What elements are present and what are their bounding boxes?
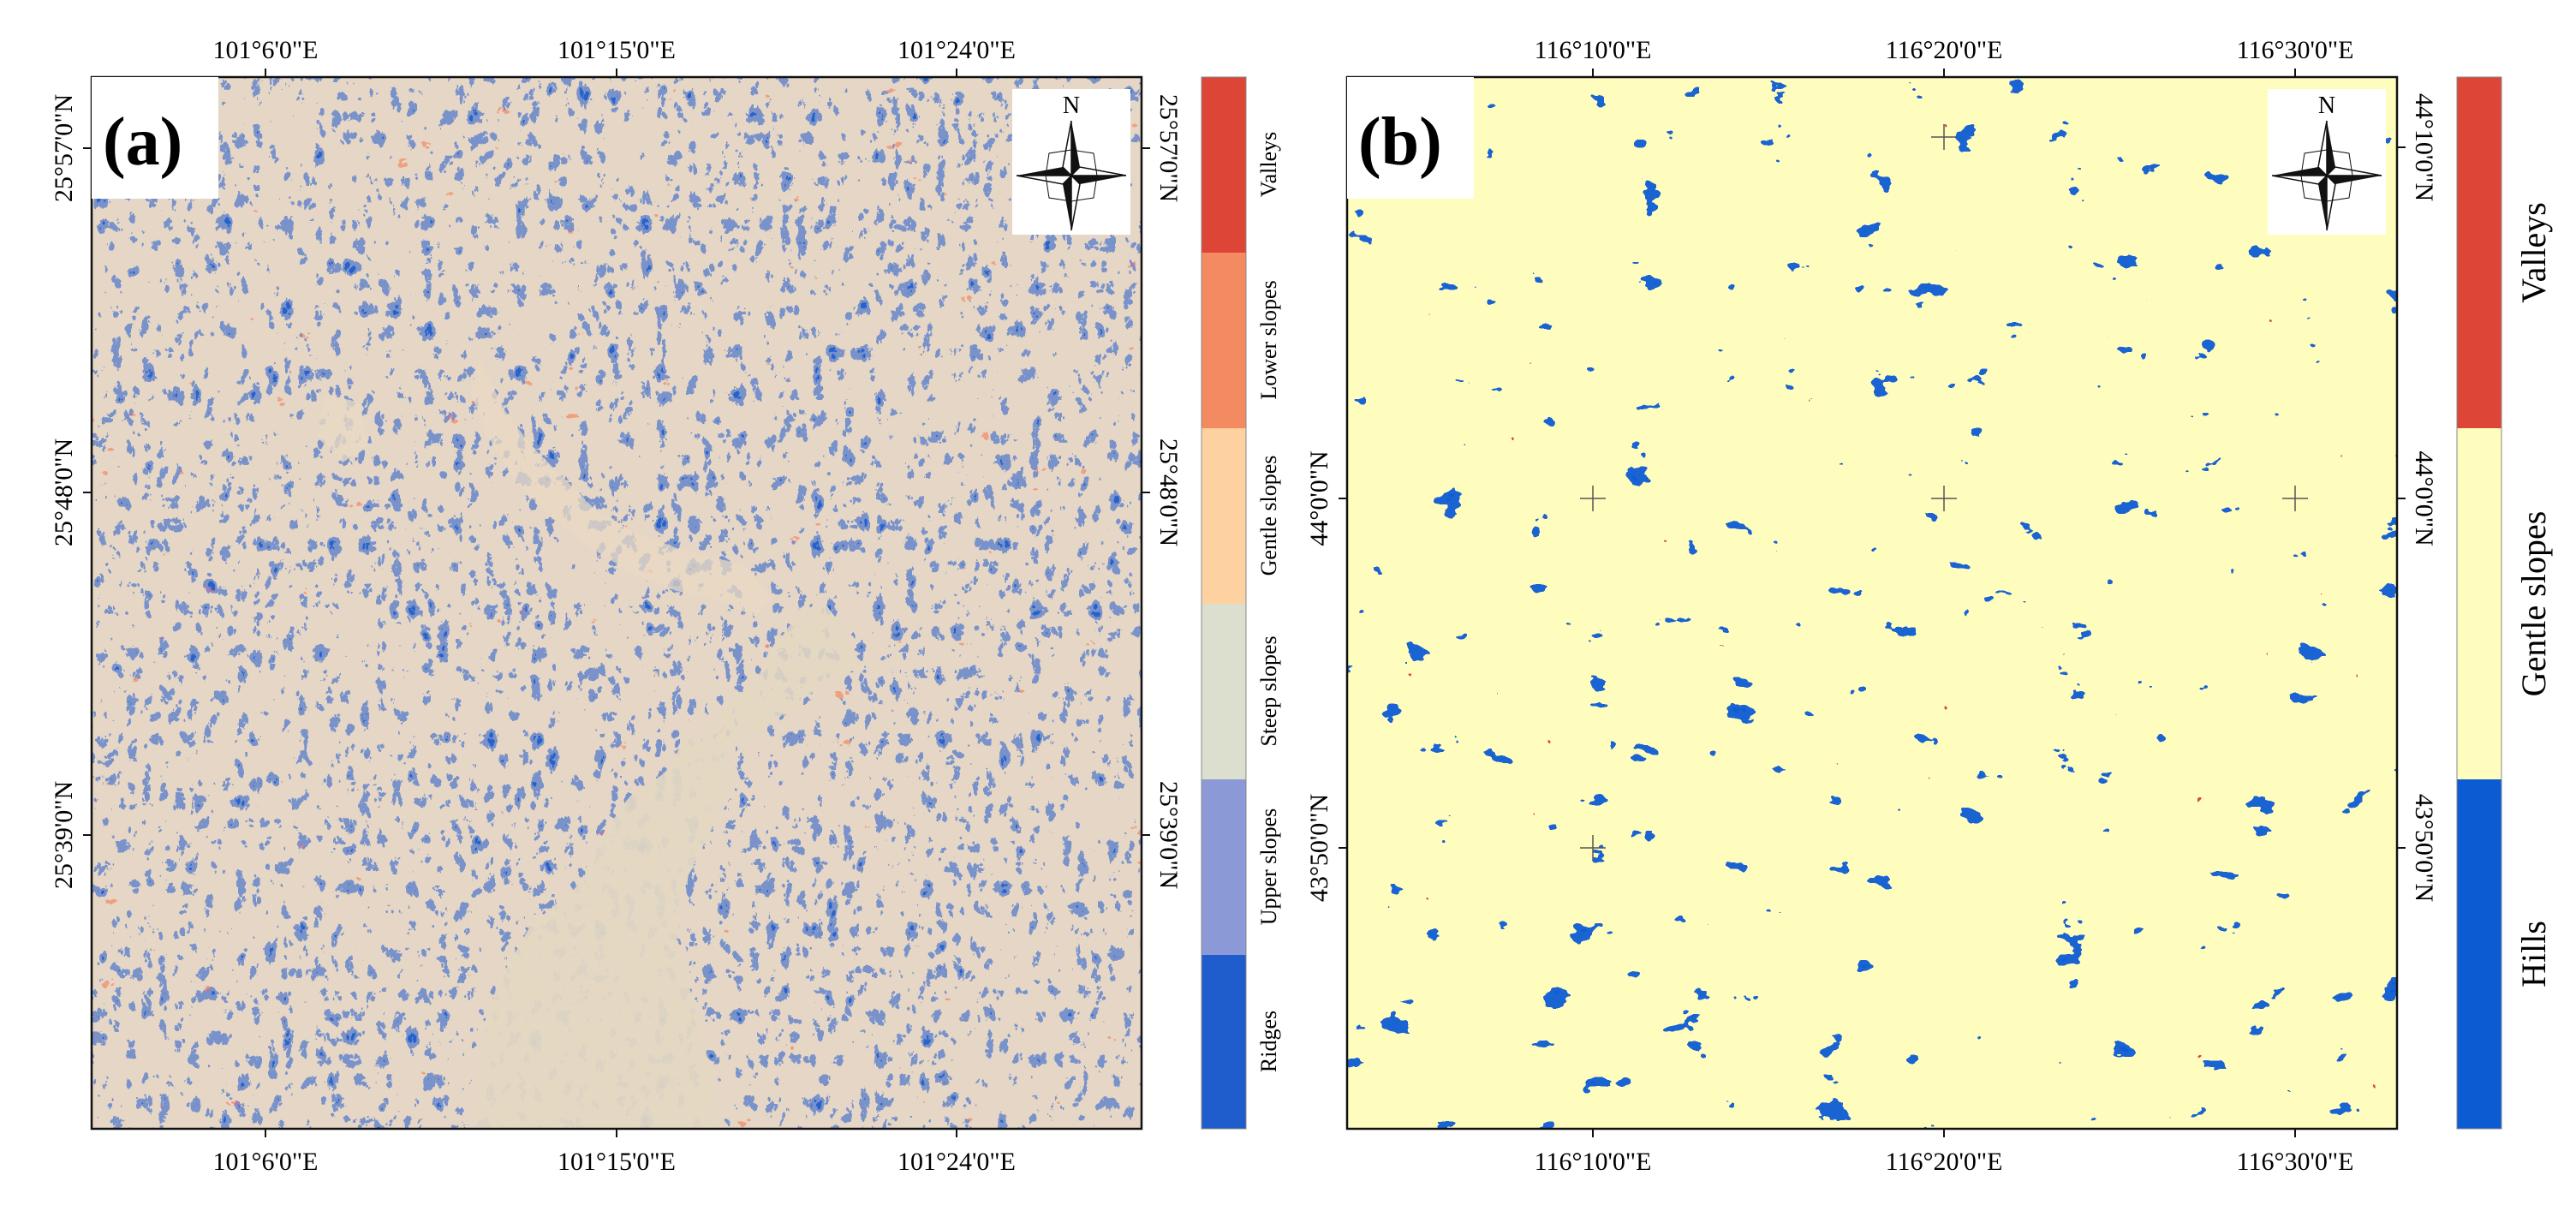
north-arrow-b: N — [2268, 89, 2386, 235]
right-tick-label: 44°10'0"N — [2410, 93, 2438, 201]
legend-swatch-ridges — [1202, 955, 1246, 1129]
tick-marks-a — [83, 69, 1150, 1137]
map-frame-b — [1345, 75, 2399, 1130]
legend-label: Ridges — [1256, 1011, 1281, 1072]
right-tick-label: 25°39'0"N — [1154, 781, 1183, 889]
bottom-tick-label: 116°10'0"E — [1535, 1148, 1652, 1176]
right-tick-label: 43°50'0"N — [2410, 794, 2438, 902]
left-tick-label: 44°0'0"N — [1305, 450, 1333, 546]
panel-b: (b) N 116°10'0"E 116°20'0"E 116°30'0"E 1… — [1305, 36, 2553, 1176]
top-tick-label: 101°6'0"E — [213, 36, 319, 64]
legend-swatch-lower-slopes — [1202, 253, 1246, 428]
panel-label-b: (b) — [1358, 104, 1442, 180]
legend-swatch-gentle-slopes — [1202, 428, 1246, 604]
legend-swatch-hills — [2457, 779, 2501, 1129]
legend-swatch-valleys — [2457, 77, 2501, 428]
left-tick-label: 25°57'0"N — [50, 94, 78, 202]
map-b — [1347, 77, 2397, 1129]
tick-marks-b — [1339, 69, 2406, 1137]
legend-label: Lower slopes — [1256, 280, 1281, 399]
legend-b: Valleys Gentle slopes Hills — [2456, 76, 2553, 1130]
bottom-tick-label: 101°15'0"E — [558, 1148, 676, 1176]
legend-label: Hills — [2514, 921, 2553, 987]
right-tick-label: 44°0'0"N — [2410, 450, 2438, 546]
left-tick-label: 25°48'0"N — [50, 438, 78, 546]
map-a — [92, 77, 1142, 1129]
top-tick-label: 116°20'0"E — [1886, 36, 2003, 64]
bottom-tick-label: 116°30'0"E — [2237, 1148, 2354, 1176]
legend-swatch-valleys — [1202, 77, 1246, 253]
north-arrow-label: N — [2318, 92, 2335, 119]
top-tick-label: 116°30'0"E — [2237, 36, 2354, 64]
flat-lowland-area — [475, 737, 736, 1129]
legend-label: Steep slopes — [1256, 635, 1281, 746]
legend-swatch-steep-slopes — [1202, 604, 1246, 779]
legend-label: Valleys — [1256, 132, 1281, 198]
north-arrow-a: N — [1012, 89, 1130, 235]
flat-lowland-branch — [668, 600, 856, 771]
bottom-tick-label: 101°6'0"E — [213, 1148, 319, 1176]
legend-label: Valleys — [2514, 202, 2553, 303]
north-arrow-label: N — [1063, 92, 1080, 119]
legend-label: Gentle slopes — [1256, 456, 1281, 576]
top-tick-label: 116°10'0"E — [1535, 36, 1652, 64]
bottom-tick-label: 116°20'0"E — [1886, 1148, 2003, 1176]
legend-label: Gentle slopes — [2514, 511, 2553, 697]
left-tick-label: 43°50'0"N — [1305, 794, 1333, 902]
bottom-tick-label: 101°24'0"E — [897, 1148, 1016, 1176]
legend-swatch-gentle-slopes — [2457, 428, 2501, 779]
legend-swatch-upper-slopes — [1202, 779, 1246, 955]
right-tick-label: 25°48'0"N — [1154, 438, 1183, 546]
top-tick-label: 101°24'0"E — [897, 36, 1016, 64]
legend-a: Valleys Lower slopes Gentle slopes Steep… — [1201, 76, 1281, 1130]
panel-label-a: (a) — [103, 104, 182, 180]
panel-a: (a) N 101°6'0"E 101°15'0"E 101°24'0"E 10… — [50, 36, 1281, 1176]
top-tick-label: 101°15'0"E — [558, 36, 676, 64]
left-tick-label: 25°39'0"N — [50, 781, 78, 889]
flat-lowland-north — [471, 360, 771, 617]
legend-label: Upper slopes — [1256, 808, 1281, 925]
right-tick-label: 25°57'0"N — [1154, 94, 1183, 202]
